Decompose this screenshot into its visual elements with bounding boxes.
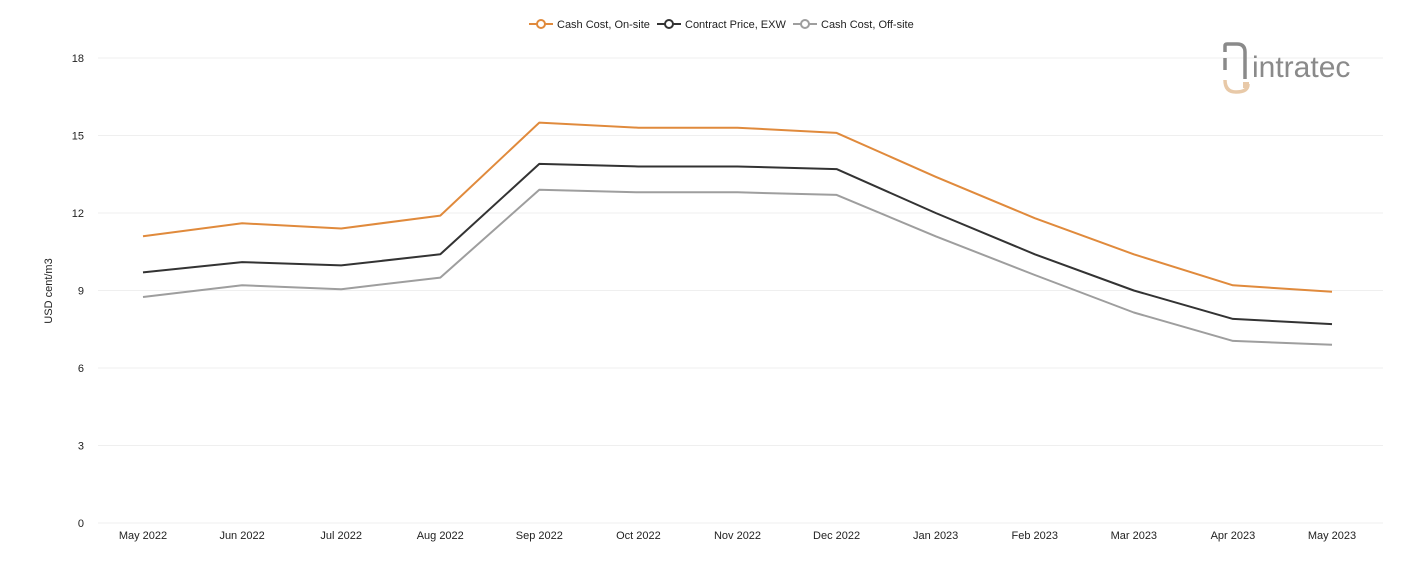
y-tick-label: 3 (78, 441, 84, 453)
x-tick-label: Oct 2022 (616, 530, 661, 542)
grid (98, 57, 1383, 524)
x-tick-label: Jul 2022 (320, 530, 362, 542)
x-tick-label: Nov 2022 (714, 530, 761, 542)
legend-item-1[interactable]: Contract Price, EXW (657, 19, 786, 31)
x-axis-ticks: May 2022 Jun 2022 Jul 2022 Aug 2022 Sep 2022… (119, 530, 1356, 542)
y-tick-label: 0 (78, 518, 84, 530)
y-tick-label: 9 (78, 286, 84, 298)
y-tick-label: 12 (72, 208, 84, 220)
legend-marker-icon (664, 19, 674, 29)
x-tick-label: Dec 2022 (813, 530, 860, 542)
y-tick-label: 18 (72, 53, 84, 65)
x-tick-label: Apr 2023 (1211, 530, 1256, 542)
y-tick-label: 6 (78, 363, 84, 375)
legend-label: Cash Cost, On-site (557, 19, 650, 31)
legend-marker-icon (800, 19, 810, 29)
legend-label: Contract Price, EXW (685, 19, 786, 31)
y-axis-title: USD cent/m3 (43, 258, 55, 323)
legend-marker-icon (536, 19, 546, 29)
x-tick-label: Aug 2022 (417, 530, 464, 542)
x-tick-label: Feb 2023 (1012, 530, 1058, 542)
series-line-1 (142, 162, 1333, 326)
y-axis-ticks: 0 3 6 9 12 15 18 (72, 53, 84, 530)
legend-item-0[interactable]: Cash Cost, On-site (529, 19, 650, 31)
logo-text: intratec (1252, 51, 1350, 84)
x-tick-label: Sep 2022 (516, 530, 563, 542)
series-line-2 (142, 188, 1333, 346)
x-tick-label: Jun 2022 (219, 530, 264, 542)
x-tick-label: Jan 2023 (913, 530, 958, 542)
intratec-logo: intratec (1223, 42, 1350, 94)
series (142, 121, 1333, 346)
y-tick-label: 15 (72, 131, 84, 143)
x-tick-label: May 2023 (1308, 530, 1356, 542)
legend-label: Cash Cost, Off-site (821, 19, 914, 31)
x-tick-label: Mar 2023 (1111, 530, 1157, 542)
logo-mark-icon (1223, 42, 1250, 94)
legend: Cash Cost, On-site Contract Price, EXW Cas… (529, 19, 914, 31)
x-tick-label: May 2022 (119, 530, 167, 542)
series-line-0 (142, 121, 1333, 293)
legend-item-2[interactable]: Cash Cost, Off-site (793, 19, 914, 31)
